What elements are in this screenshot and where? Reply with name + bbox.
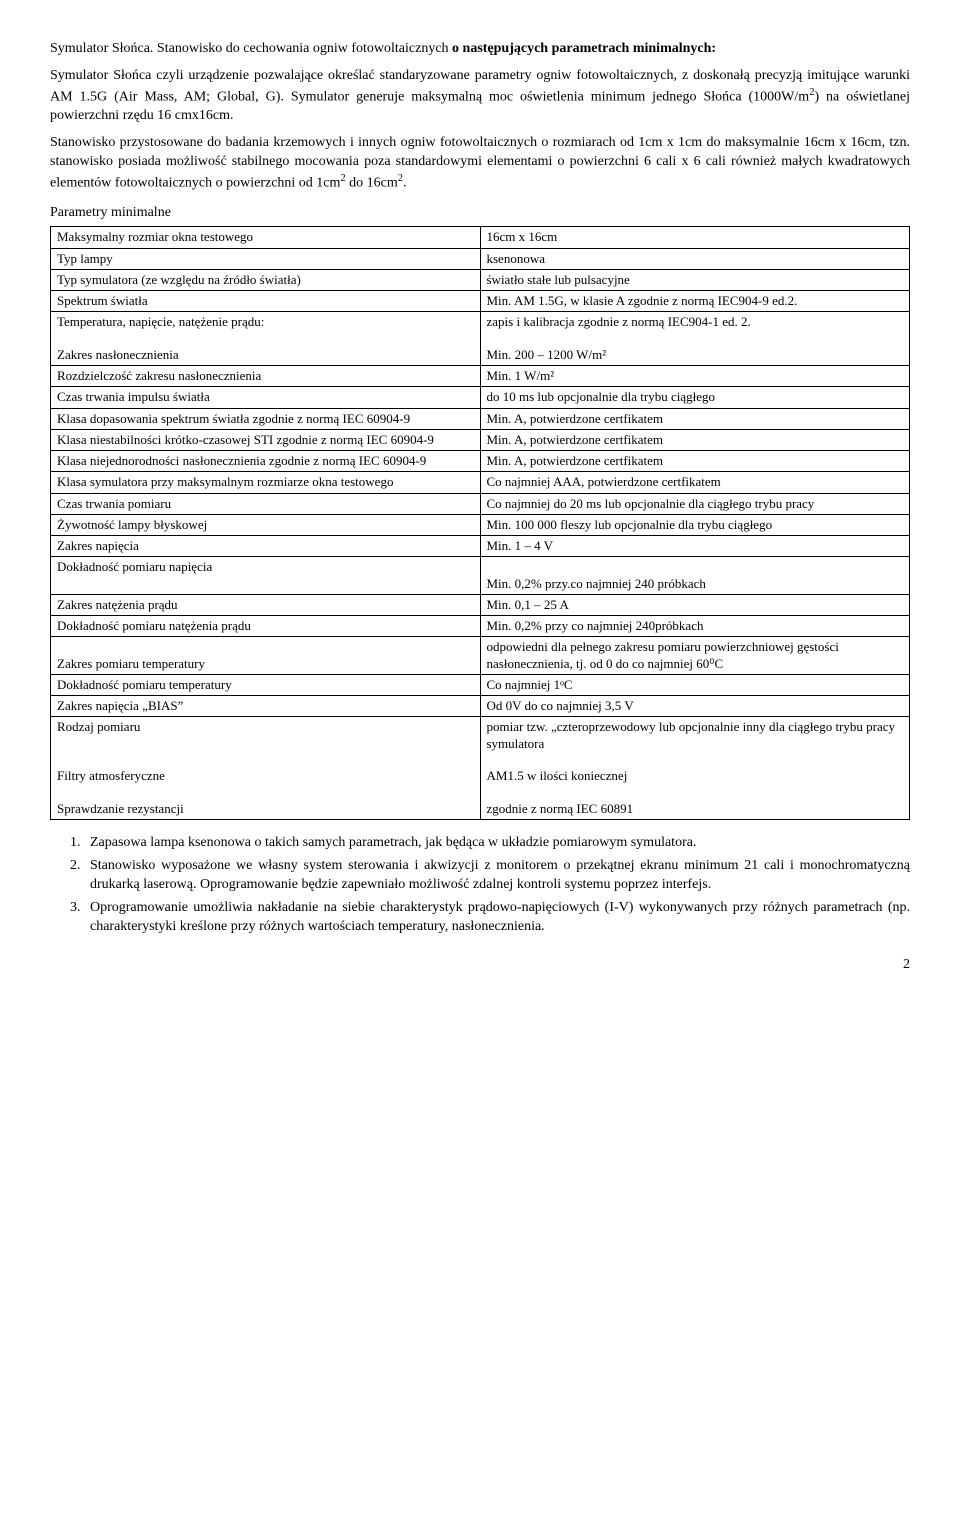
table-cell-right: odpowiedni dla pełnego zakresu pomiaru p… bbox=[480, 637, 910, 675]
table-row: Maksymalny rozmiar okna testowego16cm x … bbox=[51, 227, 910, 248]
table-row: Spektrum światłaMin. AM 1.5G, w klasie A… bbox=[51, 291, 910, 312]
table-row: Zakres napięcia „BIAS”Od 0V do co najmni… bbox=[51, 696, 910, 717]
params-heading: Parametry minimalne bbox=[50, 204, 910, 223]
table-cell-right: zapis i kalibracja zgodnie z normą IEC90… bbox=[480, 312, 910, 366]
table-row: Zakres napięciaMin. 1 – 4 V bbox=[51, 536, 910, 557]
table-cell-right: Co najmniej AAA, potwierdzone certfikate… bbox=[480, 472, 910, 493]
table-row: Dokładność pomiaru natężenia prąduMin. 0… bbox=[51, 616, 910, 637]
table-cell-left: Rodzaj pomiaru Filtry atmosferyczne Spra… bbox=[51, 717, 481, 820]
table-cell-right: ksenonowa bbox=[480, 248, 910, 269]
list-item: Stanowisko wyposażone we własny system s… bbox=[84, 857, 910, 895]
table-cell-left: Spektrum światła bbox=[51, 291, 481, 312]
list-item: Zapasowa lampa ksenonowa o takich samych… bbox=[84, 834, 910, 853]
table-row: Klasa symulatora przy maksymalnym rozmia… bbox=[51, 472, 910, 493]
table-cell-left: Rozdzielczość zakresu nasłonecznienia bbox=[51, 366, 481, 387]
table-row: Dokładność pomiaru temperaturyCo najmnie… bbox=[51, 674, 910, 695]
table-cell-right: Od 0V do co najmniej 3,5 V bbox=[480, 696, 910, 717]
table-row: Klasa dopasowania spektrum światła zgodn… bbox=[51, 408, 910, 429]
table-cell-right: Min. 0,2% przy.co najmniej 240 próbkach bbox=[480, 557, 910, 595]
table-cell-right: pomiar tzw. „czteroprzewodowy lub opcjon… bbox=[480, 717, 910, 820]
table-row: Rodzaj pomiaru Filtry atmosferyczne Spra… bbox=[51, 717, 910, 820]
table-row: Czas trwania pomiaruCo najmniej do 20 ms… bbox=[51, 493, 910, 514]
table-cell-right: Min. A, potwierdzone certfikatem bbox=[480, 408, 910, 429]
table-cell-left: Zakres napięcia „BIAS” bbox=[51, 696, 481, 717]
table-cell-right: Co najmniej do 20 ms lub opcjonalnie dla… bbox=[480, 493, 910, 514]
table-cell-right: do 10 ms lub opcjonalnie dla trybu ciągł… bbox=[480, 387, 910, 408]
table-cell-left: Zakres pomiaru temperatury bbox=[51, 637, 481, 675]
intro-paragraph-1: Symulator Słońca. Stanowisko do cechowan… bbox=[50, 40, 910, 59]
table-cell-left: Klasa dopasowania spektrum światła zgodn… bbox=[51, 408, 481, 429]
table-row: Żywotność lampy błyskowejMin. 100 000 fl… bbox=[51, 514, 910, 535]
table-row: Typ symulatora (ze względu na źródło świ… bbox=[51, 269, 910, 290]
table-cell-left: Klasa niestabilności krótko-czasowej STI… bbox=[51, 429, 481, 450]
table-cell-left: Dokładność pomiaru temperatury bbox=[51, 674, 481, 695]
params-table: Maksymalny rozmiar okna testowego16cm x … bbox=[50, 226, 910, 820]
intro-paragraph-3: Stanowisko przystosowane do badania krze… bbox=[50, 134, 910, 193]
table-cell-right: światło stałe lub pulsacyjne bbox=[480, 269, 910, 290]
table-row: Rozdzielczość zakresu nasłonecznieniaMin… bbox=[51, 366, 910, 387]
table-cell-right: Co najmniej 1ᵒC bbox=[480, 674, 910, 695]
intro-p2: Symulator Słońca czyli urządzenie pozwal… bbox=[50, 68, 910, 105]
numbered-list: Zapasowa lampa ksenonowa o takich samych… bbox=[50, 834, 910, 936]
table-cell-left: Żywotność lampy błyskowej bbox=[51, 514, 481, 535]
table-row: Zakres pomiaru temperaturyodpowiedni dla… bbox=[51, 637, 910, 675]
table-cell-left: Klasa niejednorodności nasłonecznienia z… bbox=[51, 451, 481, 472]
table-row: Czas trwania impulsu światłado 10 ms lub… bbox=[51, 387, 910, 408]
intro-p3c: . bbox=[403, 176, 407, 191]
table-row: Klasa niejednorodności nasłonecznienia z… bbox=[51, 451, 910, 472]
table-row: Zakres natężenia prąduMin. 0,1 – 25 A bbox=[51, 594, 910, 615]
intro-p1-prefix: Symulator Słońca. Stanowisko do cechowan… bbox=[50, 41, 452, 56]
list-item: Oprogramowanie umożliwia nakładanie na s… bbox=[84, 899, 910, 937]
table-cell-right: Min. 1 W/m² bbox=[480, 366, 910, 387]
table-cell-left: Typ lampy bbox=[51, 248, 481, 269]
table-cell-right: Min. 1 – 4 V bbox=[480, 536, 910, 557]
table-cell-right: Min. 100 000 fleszy lub opcjonalnie dla … bbox=[480, 514, 910, 535]
table-cell-left: Zakres natężenia prądu bbox=[51, 594, 481, 615]
table-row: Klasa niestabilności krótko-czasowej STI… bbox=[51, 429, 910, 450]
table-cell-left: Czas trwania impulsu światła bbox=[51, 387, 481, 408]
intro-paragraph-2: Symulator Słońca czyli urządzenie pozwal… bbox=[50, 67, 910, 126]
table-cell-left: Zakres napięcia bbox=[51, 536, 481, 557]
table-cell-right: Min. AM 1.5G, w klasie A zgodnie z normą… bbox=[480, 291, 910, 312]
page-number: 2 bbox=[50, 956, 910, 975]
table-cell-left: Dokładność pomiaru natężenia prądu bbox=[51, 616, 481, 637]
table-cell-left: Temperatura, napięcie, natężenie prądu: … bbox=[51, 312, 481, 366]
table-row: Temperatura, napięcie, natężenie prądu: … bbox=[51, 312, 910, 366]
table-row: Typ lampyksenonowa bbox=[51, 248, 910, 269]
table-cell-right: Min. 0,2% przy co najmniej 240próbkach bbox=[480, 616, 910, 637]
table-cell-left: Klasa symulatora przy maksymalnym rozmia… bbox=[51, 472, 481, 493]
table-cell-right: Min. 0,1 – 25 A bbox=[480, 594, 910, 615]
table-cell-left: Dokładność pomiaru napięcia bbox=[51, 557, 481, 595]
table-cell-right: 16cm x 16cm bbox=[480, 227, 910, 248]
table-cell-left: Typ symulatora (ze względu na źródło świ… bbox=[51, 269, 481, 290]
table-cell-right: Min. A, potwierdzone certfikatem bbox=[480, 451, 910, 472]
intro-p3b: do 16cm bbox=[346, 176, 398, 191]
table-row: Dokładność pomiaru napięcia Min. 0,2% pr… bbox=[51, 557, 910, 595]
intro-p1-bold: o następujących parametrach minimalnych: bbox=[452, 41, 716, 56]
table-cell-left: Maksymalny rozmiar okna testowego bbox=[51, 227, 481, 248]
table-cell-left: Czas trwania pomiaru bbox=[51, 493, 481, 514]
table-cell-right: Min. A, potwierdzone certfikatem bbox=[480, 429, 910, 450]
intro-p3a: Stanowisko przystosowane do badania krze… bbox=[50, 135, 910, 190]
